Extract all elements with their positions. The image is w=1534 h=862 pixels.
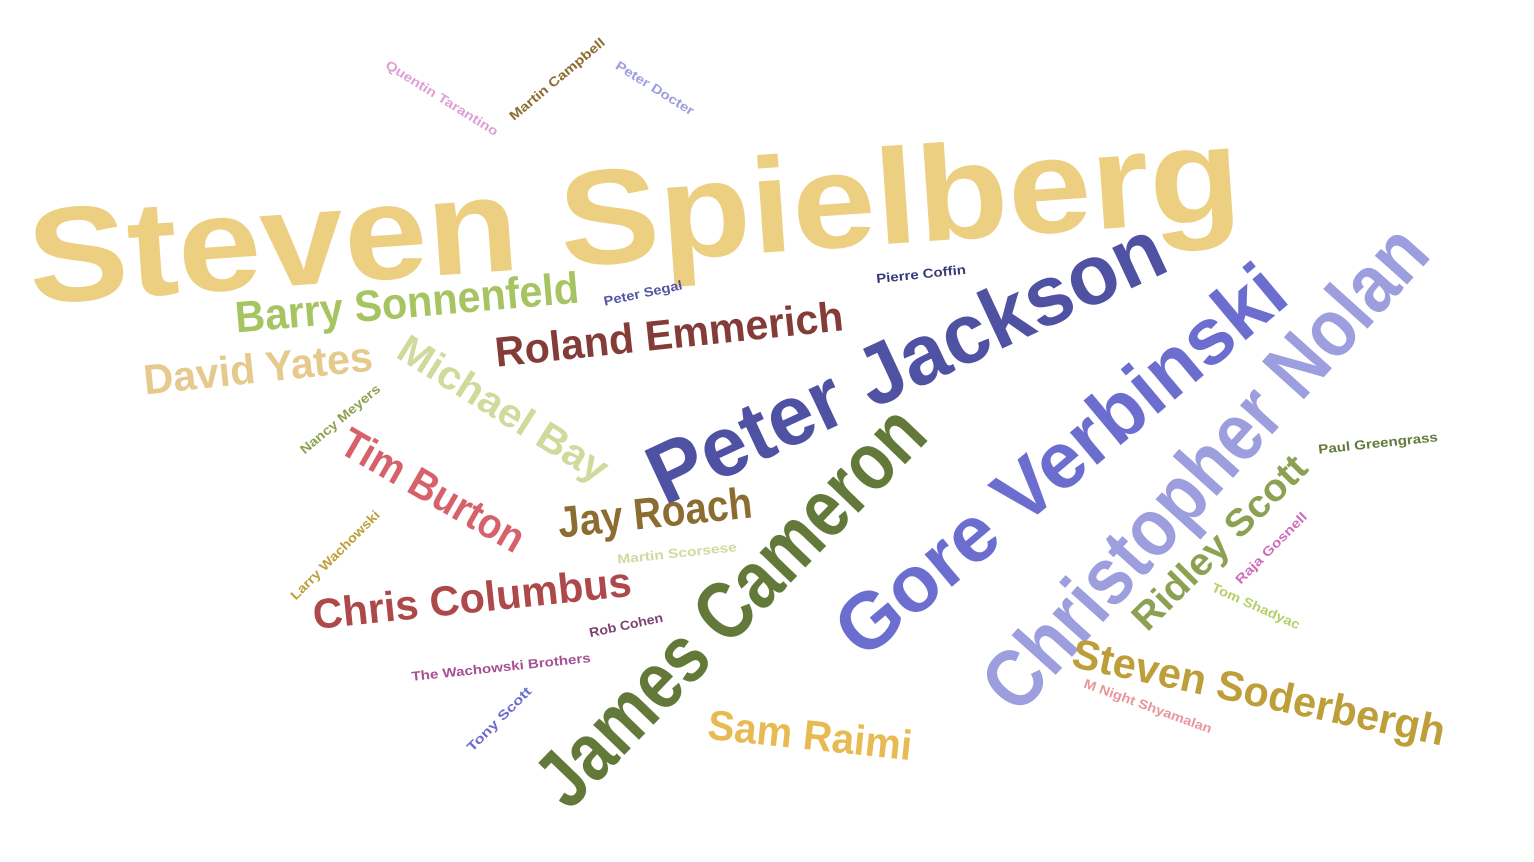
word-the-wachowski-brothers: The Wachowski Brothers xyxy=(411,650,592,684)
word-martin-campbell: Martin Campbell xyxy=(506,35,608,124)
word-peter-docter: Peter Docter xyxy=(613,58,697,118)
word-jay-roach: Jay Roach xyxy=(555,478,754,547)
word-tony-scott: Tony Scott xyxy=(464,683,535,754)
word-tom-shadyac: Tom Shadyac xyxy=(1210,580,1303,632)
word-paul-greengrass: Paul Greengrass xyxy=(1318,429,1439,456)
word-david-yates: David Yates xyxy=(141,333,375,404)
word-chris-columbus: Chris Columbus xyxy=(310,558,633,638)
word-quentin-tarantino: Quentin Tarantino xyxy=(383,57,501,139)
word-sam-raimi: Sam Raimi xyxy=(706,701,915,769)
word-tim-burton: Tim Burton xyxy=(332,418,533,561)
